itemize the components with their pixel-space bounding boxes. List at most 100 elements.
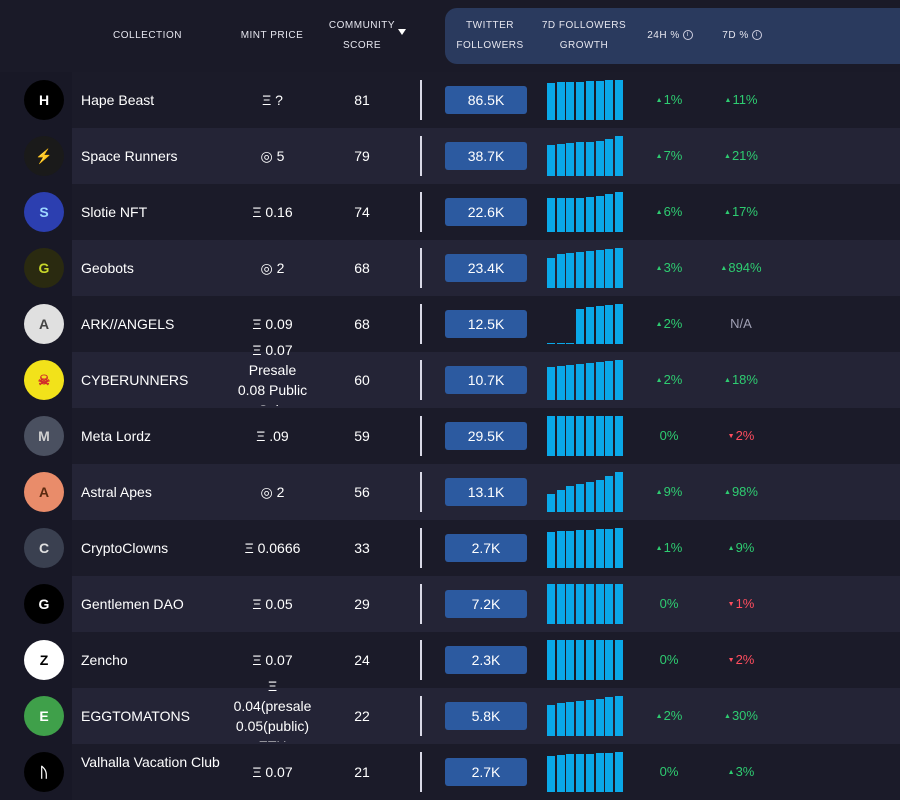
community-score: 21 xyxy=(330,762,394,782)
mint-price-line: Presale xyxy=(225,360,320,380)
twitter-followers-badge[interactable]: 2.7K xyxy=(445,534,527,562)
spark-bar xyxy=(605,476,613,512)
collection-avatar[interactable]: C xyxy=(24,528,64,568)
info-icon[interactable]: i xyxy=(683,30,693,40)
collection-name[interactable]: Gentlemen DAO xyxy=(81,594,221,614)
followers-growth-sparkline xyxy=(547,584,623,624)
spark-bar xyxy=(596,584,604,624)
mint-price-line: Ξ 0.09 xyxy=(225,314,320,334)
column-divider xyxy=(420,696,422,736)
collection-name[interactable]: CYBERUNNERS xyxy=(81,370,221,390)
spark-bar xyxy=(576,252,584,288)
collection-avatar[interactable]: ᚢ xyxy=(24,752,64,792)
collection-avatar[interactable]: A xyxy=(24,472,64,512)
info-icon[interactable]: i xyxy=(752,30,762,40)
header-7d-percent[interactable]: 7D % i xyxy=(707,0,777,72)
spark-bar xyxy=(615,584,623,624)
sort-desc-icon[interactable] xyxy=(398,29,406,35)
column-divider xyxy=(420,472,422,512)
spark-bar xyxy=(596,141,604,176)
spark-bar xyxy=(596,480,604,512)
collection-name[interactable]: Meta Lordz xyxy=(81,426,221,446)
header-twitter-followers[interactable]: TWITTER FOLLOWERS xyxy=(450,0,530,72)
change-24h: 3% xyxy=(634,258,704,279)
column-divider xyxy=(420,584,422,624)
collection-name[interactable]: Zencho xyxy=(81,650,221,670)
collection-name[interactable]: Slotie NFT xyxy=(81,202,221,222)
mint-price-line: 0.05(public) xyxy=(225,716,320,736)
followers-growth-sparkline xyxy=(547,80,623,120)
change-7d: 30% xyxy=(706,706,776,727)
collection-name[interactable]: Astral Apes xyxy=(81,482,221,502)
collection-name[interactable]: Space Runners xyxy=(81,146,221,166)
collection-avatar[interactable]: M xyxy=(24,416,64,456)
change-24h: 0% xyxy=(634,650,704,670)
twitter-followers-badge[interactable]: 38.7K xyxy=(445,142,527,170)
header-collection[interactable]: COLLECTION xyxy=(95,0,200,72)
spark-bar xyxy=(615,640,623,680)
collection-avatar[interactable]: S xyxy=(24,192,64,232)
collection-avatar[interactable]: G xyxy=(24,584,64,624)
change-7d: 11% xyxy=(706,90,776,111)
collection-name[interactable]: EGGTOMATONS xyxy=(81,706,221,726)
twitter-followers-badge[interactable]: 23.4K xyxy=(445,254,527,282)
followers-growth-sparkline xyxy=(547,696,623,736)
spark-bar xyxy=(596,196,604,232)
spark-bar xyxy=(605,305,613,344)
header-community-score[interactable]: COMMUNITY SCORE xyxy=(322,0,402,72)
collection-avatar[interactable]: Z xyxy=(24,640,64,680)
spark-bar xyxy=(586,640,594,680)
spark-bar xyxy=(547,145,555,176)
spark-bar xyxy=(615,752,623,792)
twitter-followers-badge[interactable]: 12.5K xyxy=(445,310,527,338)
collection-name[interactable]: Hape Beast xyxy=(81,90,221,110)
twitter-followers-badge[interactable]: 13.1K xyxy=(445,478,527,506)
collection-avatar[interactable]: G xyxy=(24,248,64,288)
spark-bar xyxy=(615,528,623,568)
spark-bar xyxy=(605,753,613,792)
change-7d: 2% xyxy=(706,650,776,671)
column-divider xyxy=(420,80,422,120)
spark-bar xyxy=(586,307,594,344)
spark-bar xyxy=(566,640,574,680)
twitter-followers-badge[interactable]: 29.5K xyxy=(445,422,527,450)
change-24h: 6% xyxy=(634,202,704,223)
community-score: 74 xyxy=(330,202,394,222)
collection-avatar[interactable]: A xyxy=(24,304,64,344)
spark-bar xyxy=(586,81,594,120)
spark-bar xyxy=(576,754,584,792)
spark-bar xyxy=(566,416,574,456)
twitter-followers-badge[interactable]: 10.7K xyxy=(445,366,527,394)
change-24h: 0% xyxy=(634,594,704,614)
collection-name[interactable]: CryptoClowns xyxy=(81,538,221,558)
collection-avatar[interactable]: ⚡ xyxy=(24,136,64,176)
twitter-followers-badge[interactable]: 7.2K xyxy=(445,590,527,618)
column-divider xyxy=(420,192,422,232)
spark-bar xyxy=(576,142,584,176)
spark-empty-day xyxy=(547,343,555,344)
collection-name[interactable]: Valhalla Vacation Club xyxy=(81,752,221,772)
twitter-followers-badge[interactable]: 5.8K xyxy=(445,702,527,730)
change-24h: 1% xyxy=(634,90,704,111)
collection-avatar[interactable]: ☠ xyxy=(24,360,64,400)
left-gutter xyxy=(0,0,73,800)
spark-bar xyxy=(576,198,584,232)
community-score: 29 xyxy=(330,594,394,614)
collection-avatar[interactable]: E xyxy=(24,696,64,736)
twitter-followers-badge[interactable]: 2.7K xyxy=(445,758,527,786)
mint-price-line: Ξ 0.07 xyxy=(225,762,320,782)
spark-bar xyxy=(547,756,555,792)
spark-bar xyxy=(576,309,584,344)
twitter-followers-badge[interactable]: 86.5K xyxy=(445,86,527,114)
collection-avatar[interactable]: H xyxy=(24,80,64,120)
collection-name[interactable]: ARK//ANGELS xyxy=(81,314,221,334)
header-7d-followers-growth[interactable]: 7D FOLLOWERS GROWTH xyxy=(539,0,629,72)
twitter-followers-badge[interactable]: 22.6K xyxy=(445,198,527,226)
spark-bar xyxy=(557,144,565,176)
twitter-followers-badge[interactable]: 2.3K xyxy=(445,646,527,674)
spark-bar xyxy=(547,198,555,232)
column-divider xyxy=(420,752,422,792)
collection-name[interactable]: Geobots xyxy=(81,258,221,278)
header-mint-price[interactable]: MINT PRICE xyxy=(232,0,312,72)
header-24h-percent[interactable]: 24H % i xyxy=(635,0,705,72)
